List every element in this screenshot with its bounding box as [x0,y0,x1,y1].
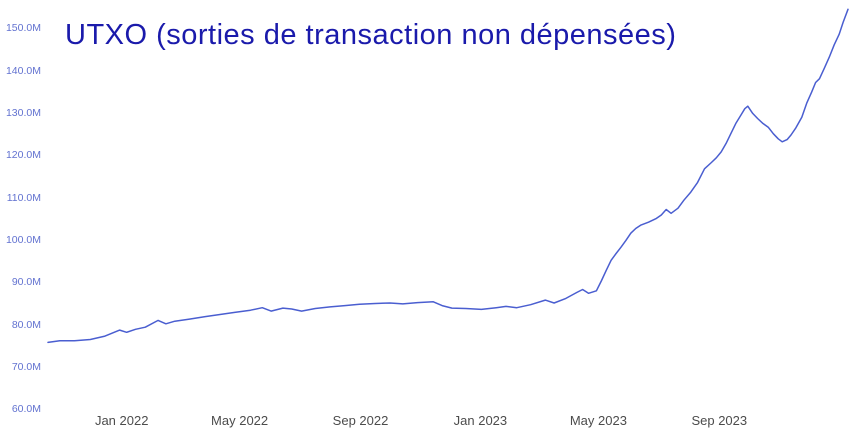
y-axis-label: 120.0M [5,149,41,162]
y-axis-label: 70.0M [11,360,41,373]
x-axis-label: Sep 2022 [332,413,389,428]
x-axis-label: Jan 2022 [94,413,149,428]
x-axis-label: May 2022 [211,413,269,428]
y-axis-label: 100.0M [5,233,41,246]
x-axis-label: May 2023 [569,413,627,428]
y-axis-label: 150.0M [5,22,41,35]
y-axis-label: 140.0M [5,64,41,77]
y-axis-label: 80.0M [11,318,41,331]
x-axis-label: Sep 2023 [691,413,748,428]
y-axis-label: 90.0M [11,276,41,289]
utxo-series-line [47,8,849,344]
y-axis-label: 110.0M [6,191,41,204]
x-axis-label: Jan 2023 [453,413,508,428]
y-axis-label: 130.0M [5,106,41,119]
chart-title: UTXO (sorties de transaction non dépensé… [65,19,677,51]
y-axis-label: 60.0M [11,403,41,416]
